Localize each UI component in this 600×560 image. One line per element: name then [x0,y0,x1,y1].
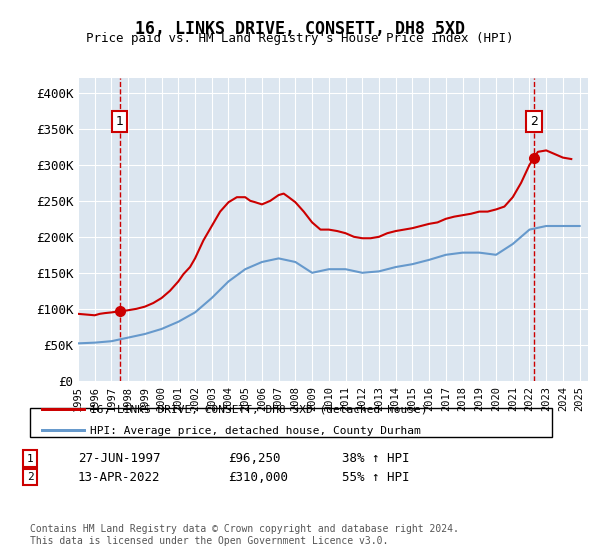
Text: 27-JUN-1997: 27-JUN-1997 [78,452,161,465]
Text: 16, LINKS DRIVE, CONSETT, DH8 5XD (detached house): 16, LINKS DRIVE, CONSETT, DH8 5XD (detac… [90,405,427,415]
Text: 55% ↑ HPI: 55% ↑ HPI [342,470,409,484]
Text: 16, LINKS DRIVE, CONSETT, DH8 5XD: 16, LINKS DRIVE, CONSETT, DH8 5XD [135,20,465,38]
Text: 2: 2 [530,115,538,128]
Text: 2: 2 [26,472,34,482]
Text: £310,000: £310,000 [228,470,288,484]
Text: Contains HM Land Registry data © Crown copyright and database right 2024.
This d: Contains HM Land Registry data © Crown c… [30,524,459,546]
Text: Price paid vs. HM Land Registry's House Price Index (HPI): Price paid vs. HM Land Registry's House … [86,32,514,45]
Text: 1: 1 [26,454,34,464]
Text: HPI: Average price, detached house, County Durham: HPI: Average price, detached house, Coun… [90,426,421,436]
Text: £96,250: £96,250 [228,452,281,465]
Text: 38% ↑ HPI: 38% ↑ HPI [342,452,409,465]
Text: 13-APR-2022: 13-APR-2022 [78,470,161,484]
Text: 1: 1 [116,115,124,128]
